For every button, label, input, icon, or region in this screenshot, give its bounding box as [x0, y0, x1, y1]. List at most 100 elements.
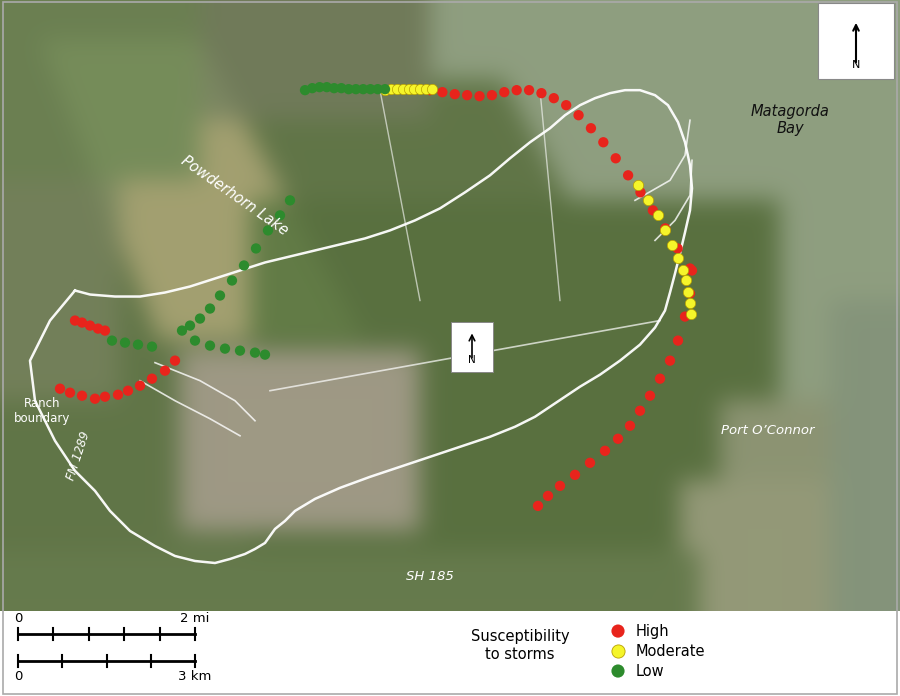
Text: 3 km: 3 km [178, 670, 212, 683]
Point [631, 180, 645, 191]
Point [145, 341, 159, 352]
Point [371, 84, 385, 95]
Point [395, 84, 410, 95]
Point [364, 84, 378, 95]
Text: High: High [636, 624, 670, 638]
Point [407, 84, 421, 95]
Point [121, 385, 135, 396]
Point [425, 84, 439, 95]
Point [611, 645, 625, 656]
Point [522, 85, 536, 96]
Point [598, 445, 612, 457]
Point [98, 325, 112, 336]
Point [53, 383, 68, 394]
Point [75, 390, 89, 402]
Text: N: N [468, 355, 476, 365]
Point [305, 83, 320, 94]
Point [497, 86, 511, 97]
Point [531, 500, 545, 512]
Point [88, 393, 103, 404]
Point [98, 391, 112, 402]
Point [327, 83, 341, 94]
Point [202, 340, 217, 351]
Point [608, 152, 623, 164]
Text: 0: 0 [14, 612, 22, 625]
Point [611, 626, 625, 637]
Point [447, 88, 462, 100]
Point [572, 110, 586, 121]
Point [611, 665, 625, 677]
Point [460, 90, 474, 101]
Point [676, 265, 690, 276]
Text: to storms: to storms [485, 647, 554, 661]
Point [233, 345, 248, 356]
Text: FM 1289: FM 1289 [64, 429, 92, 482]
Text: Susceptibility: Susceptibility [471, 628, 570, 644]
Point [298, 85, 312, 96]
Point [553, 480, 567, 491]
Point [202, 303, 217, 314]
Point [535, 88, 549, 99]
Text: 2 mi: 2 mi [180, 612, 210, 625]
Point [658, 225, 672, 236]
Point [418, 84, 433, 95]
Point [212, 290, 227, 301]
Point [568, 469, 582, 480]
Point [401, 84, 416, 95]
Point [118, 337, 132, 348]
Point [341, 84, 356, 95]
Point [584, 122, 598, 134]
Point [665, 240, 680, 251]
Point [348, 84, 363, 95]
Point [312, 81, 327, 93]
Point [63, 387, 77, 398]
Point [623, 420, 637, 432]
Text: Powderhorn Lake: Powderhorn Lake [179, 153, 292, 238]
Point [188, 335, 202, 346]
Point [378, 84, 392, 95]
Point [621, 170, 635, 181]
Point [423, 85, 437, 96]
Point [145, 373, 159, 384]
Point [436, 86, 450, 97]
Point [472, 90, 487, 102]
Point [683, 297, 698, 308]
Point [683, 263, 698, 274]
Point [645, 205, 660, 216]
Point [378, 85, 392, 96]
Point [413, 84, 428, 95]
Point [583, 457, 598, 468]
Point [356, 84, 371, 95]
Point [257, 349, 272, 361]
Point [634, 187, 648, 198]
Point [541, 490, 555, 501]
Point [130, 339, 145, 350]
Point [509, 85, 524, 96]
Point [651, 209, 665, 221]
Text: Matagorda
Bay: Matagorda Bay [751, 104, 830, 136]
Point [283, 195, 297, 206]
Point [546, 93, 561, 104]
Point [248, 347, 262, 358]
Text: SH 185: SH 185 [406, 569, 454, 583]
Point [158, 365, 172, 377]
Point [68, 315, 82, 326]
Point [83, 320, 97, 331]
Point [559, 100, 573, 111]
Point [133, 380, 148, 391]
Point [652, 373, 667, 384]
Point [111, 389, 125, 400]
Point [670, 243, 685, 254]
Point [390, 84, 404, 95]
Point [218, 343, 232, 354]
Point [685, 265, 699, 276]
FancyBboxPatch shape [818, 3, 894, 79]
Point [683, 288, 698, 299]
Point [670, 335, 685, 346]
Text: Ranch
boundary: Ranch boundary [14, 397, 70, 425]
Point [678, 311, 692, 322]
Point [225, 275, 239, 286]
Point [167, 355, 182, 366]
Text: Low: Low [636, 663, 664, 679]
Point [193, 313, 207, 324]
